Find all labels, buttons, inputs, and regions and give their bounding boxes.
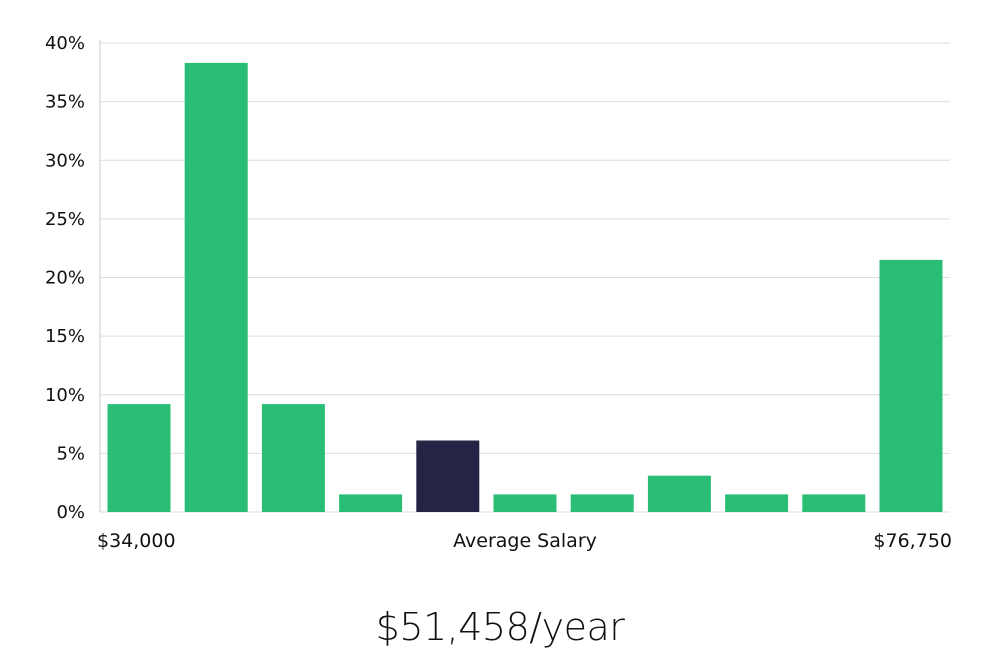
- y-axis-tick-labels: 0% 5% 10% 15% 20% 25% 30% 35% 40%: [45, 33, 85, 523]
- y-tick-label: 20%: [45, 268, 85, 289]
- y-tick-label: 35%: [45, 92, 85, 113]
- bar-layer: [107, 62, 943, 513]
- bar: [802, 494, 866, 512]
- bar: [184, 62, 248, 513]
- chart-svg: 0% 5% 10% 15% 20% 25% 30% 35% 40% $34,000 Averag…: [45, 33, 952, 552]
- bar: [107, 404, 171, 512]
- x-axis-min-label: $34,000: [97, 530, 176, 552]
- y-tick-label: 5%: [56, 443, 85, 464]
- bar: [879, 259, 943, 512]
- y-tick-label: 30%: [45, 150, 85, 171]
- x-axis-max-label: $76,750: [873, 530, 952, 552]
- bar: [261, 404, 325, 512]
- y-tick-label: 10%: [45, 385, 85, 406]
- bar-average-salary: [416, 440, 480, 512]
- bar: [725, 494, 789, 512]
- x-axis-title: Average Salary: [453, 530, 597, 552]
- average-salary-value: $51,458/year: [375, 605, 625, 649]
- y-tick-label: 25%: [45, 209, 85, 230]
- bar: [647, 475, 711, 512]
- y-tick-label: 15%: [45, 326, 85, 347]
- bar: [339, 494, 403, 512]
- y-tick-label: 0%: [56, 502, 85, 523]
- bar: [570, 494, 634, 512]
- bar: [493, 494, 557, 512]
- y-tick-label: 40%: [45, 33, 85, 54]
